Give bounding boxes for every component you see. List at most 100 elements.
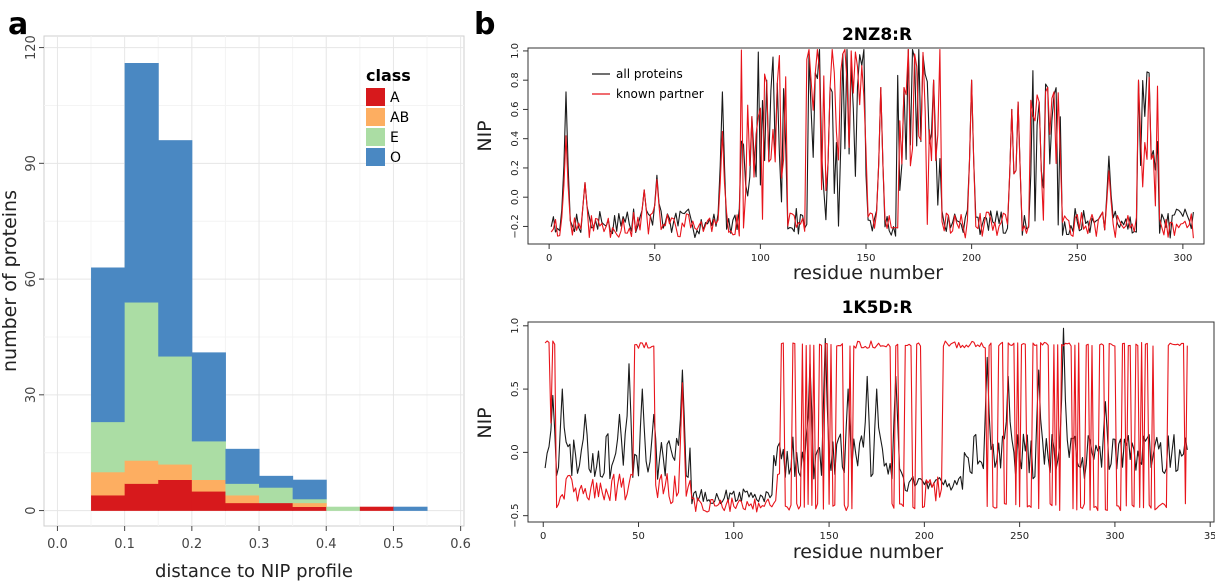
- x-tick-label: 0: [540, 531, 546, 542]
- x-tick-label: 100: [724, 531, 743, 542]
- histogram-bar-e: [191, 441, 226, 481]
- histogram-bar-o: [393, 506, 428, 511]
- legend-label: E: [390, 130, 399, 146]
- line-chart-2nz8r-title: 2NZ8:R: [842, 25, 912, 45]
- histogram-bar-ab: [225, 495, 260, 504]
- legend-label: known partner: [616, 87, 704, 101]
- y-tick-label: −0.2: [510, 214, 521, 238]
- x-tick-label: 0.2: [181, 537, 202, 552]
- y-tick-label: 1.0: [510, 318, 521, 334]
- x-tick-label: 0.5: [383, 537, 404, 552]
- x-tick-label: 0.3: [249, 537, 270, 552]
- y-tick-label: 1.0: [510, 43, 521, 59]
- histogram-bar-o: [225, 448, 260, 484]
- x-tick-label: 0.4: [316, 537, 337, 552]
- x-tick-label: 250: [1010, 531, 1029, 542]
- histogram-bar-a: [359, 506, 394, 511]
- y-tick-label: 0.2: [510, 160, 521, 176]
- y-tick-label: 90: [24, 155, 39, 172]
- legend-label: A: [390, 90, 400, 106]
- x-tick-label: 50: [648, 253, 661, 264]
- x-tick-label: 300: [1105, 531, 1124, 542]
- x-tick-label: 150: [820, 531, 839, 542]
- line-chart-1k5dr-x-axis-label: residue number: [793, 541, 943, 563]
- y-tick-label: 0: [24, 506, 39, 514]
- y-tick-label: 30: [24, 387, 39, 404]
- line-chart-2nz8r-x-axis-label: residue number: [793, 262, 943, 284]
- legend-label: O: [390, 150, 401, 166]
- line-chart-2nz8r-y-axis-label: NIP: [474, 120, 496, 151]
- histogram-bar-e: [158, 356, 193, 465]
- y-tick-label: 0.5: [510, 381, 521, 397]
- legend-swatch: [366, 148, 385, 166]
- histogram-bar-o: [292, 479, 327, 500]
- x-tick-label: 0.6: [450, 537, 471, 552]
- histogram-bar-e: [326, 506, 361, 511]
- legend-title: class: [366, 66, 411, 85]
- histogram-bar-a: [191, 491, 226, 511]
- x-tick-label: 250: [1068, 253, 1087, 264]
- histogram-bar-e: [259, 487, 294, 504]
- panel-b-letter: b: [474, 7, 495, 42]
- y-tick-label: 0.4: [510, 131, 521, 147]
- x-tick-label: 100: [751, 253, 770, 264]
- histogram-bar-ab: [292, 502, 327, 508]
- y-tick-label: 0.6: [510, 101, 521, 117]
- histogram-bar-a: [225, 502, 260, 511]
- histogram-bar-a: [124, 483, 159, 511]
- y-tick-label: −0.5: [510, 504, 521, 528]
- line-chart-1k5dr: 1K5D:R 0 50 100 150 200 250 300 35 −0.5 0.0 0.5 1.0…: [474, 298, 1215, 563]
- line-chart-2nz8r-legend: all proteins known partner: [592, 67, 704, 101]
- y-tick-label: 0.0: [510, 189, 521, 205]
- histogram-bar-ab: [158, 464, 193, 481]
- histogram-bar-o: [191, 352, 226, 442]
- y-tick-label: 60: [24, 271, 39, 288]
- histogram-bar-a: [292, 506, 327, 511]
- histogram-bar-a: [158, 479, 193, 511]
- histogram-bar-ab: [124, 460, 159, 484]
- x-tick-label: 0.1: [114, 537, 135, 552]
- histogram-bars: [91, 63, 428, 511]
- legend-label: AB: [390, 110, 409, 126]
- histogram-bar-ab: [91, 471, 126, 496]
- y-tick-label: 120: [24, 35, 39, 60]
- histogram-bar-ab: [191, 479, 226, 492]
- histogram-panel: 0.0 0.1 0.2 0.3 0.4 0.5 0.6 0 30 60 90 120 class A AB…: [0, 35, 471, 582]
- x-tick-label: 200: [962, 253, 981, 264]
- legend-label: all proteins: [616, 67, 683, 81]
- line-chart-1k5dr-y-axis-label: NIP: [474, 407, 496, 438]
- plot-frame: [527, 321, 1215, 523]
- line-chart-2nz8r: 2NZ8:R 0 50 100 150 200 250 300 −0.2 0.0 0.2 0.4 0.…: [474, 25, 1205, 284]
- x-tick-label: 150: [856, 253, 875, 264]
- legend-swatch: [366, 128, 385, 146]
- histogram-bar-o: [91, 267, 126, 423]
- line-chart-2nz8r-axes: 0 50 100 150 200 250 300 −0.2 0.0 0.2 0.4 0.6 0.8 1.0: [510, 43, 1205, 264]
- panel-a-letter: a: [8, 7, 28, 42]
- line-chart-1k5dr-axes: 0 50 100 150 200 250 300 35 −0.5 0.0 0.5 1.0: [510, 318, 1215, 542]
- x-tick-label: 200: [915, 531, 934, 542]
- x-tick-label: 300: [1173, 253, 1192, 264]
- histogram-bar-e: [225, 483, 260, 496]
- x-tick-label: 50: [632, 531, 645, 542]
- histogram-bar-e: [91, 421, 126, 473]
- histogram-y-axis-label: number of proteins: [0, 190, 21, 372]
- x-tick-label: 0.0: [47, 537, 68, 552]
- line-chart-2nz8r-lines: [550, 48, 1194, 239]
- histogram-x-axis-label: distance to NIP profile: [155, 561, 353, 582]
- histogram-bar-a: [91, 495, 126, 511]
- histogram-axes: 0.0 0.1 0.2 0.3 0.4 0.5 0.6 0 30 60 90 120: [24, 35, 471, 552]
- x-tick-label: 35: [1204, 531, 1215, 542]
- x-tick-label: 0: [546, 253, 552, 264]
- series-line-known-partner: [544, 340, 1188, 513]
- line-chart-1k5dr-title: 1K5D:R: [842, 298, 913, 318]
- series-line-known-partner: [550, 48, 1194, 239]
- line-chart-1k5dr-lines: [544, 327, 1188, 513]
- legend-swatch: [366, 108, 385, 126]
- legend-swatch: [366, 88, 385, 106]
- y-tick-label: 0.8: [510, 72, 521, 88]
- histogram-bar-o: [124, 63, 159, 303]
- histogram-bar-e: [292, 498, 327, 504]
- histogram-bar-o: [259, 475, 294, 488]
- histogram-bar-o: [158, 140, 193, 357]
